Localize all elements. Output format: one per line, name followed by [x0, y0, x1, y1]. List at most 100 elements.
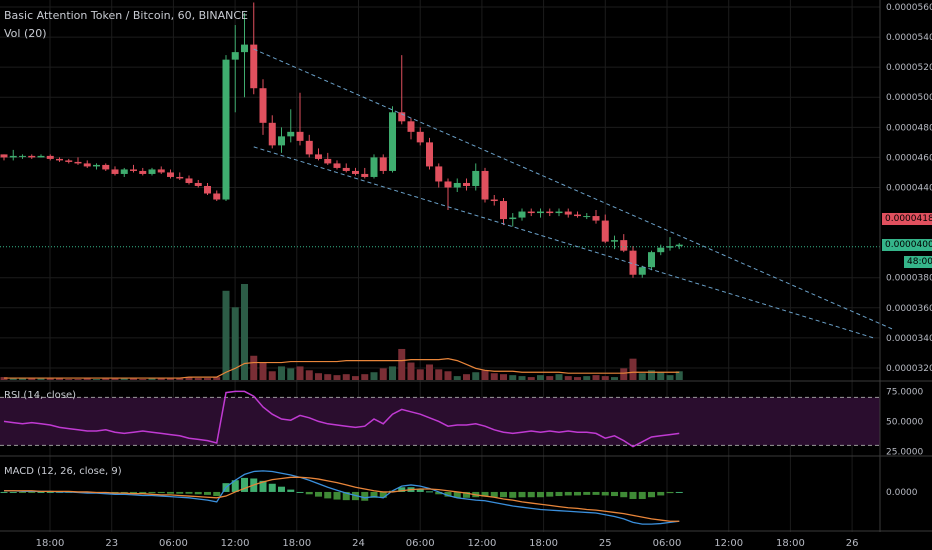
macd-histogram-bar	[453, 491, 461, 498]
volume-bar	[268, 371, 276, 380]
macd-histogram-bar	[130, 491, 137, 494]
macd-histogram-bar	[435, 491, 443, 495]
macd-histogram-bar	[666, 491, 674, 494]
price-tick-label: 0.00003200	[886, 364, 932, 374]
macd-histogram-bar	[629, 491, 637, 499]
macd-histogram-bar	[185, 491, 193, 494]
volume-bar	[583, 376, 591, 380]
candle	[37, 154, 45, 158]
time-tick-label: 06:00	[406, 538, 435, 549]
volume-bar	[416, 369, 424, 380]
candle	[176, 172, 184, 180]
volume-bar	[398, 348, 406, 380]
volume-layer	[0, 284, 683, 380]
candle	[46, 154, 54, 161]
volume-bar	[638, 373, 646, 380]
macd-histogram-bar	[46, 491, 54, 493]
macd-histogram-bar	[324, 491, 332, 499]
volume-bar	[648, 370, 655, 380]
candle	[546, 208, 554, 217]
candle-body	[509, 217, 517, 220]
candle	[509, 213, 517, 227]
volume-bar	[222, 290, 230, 380]
macd-histogram-bar	[176, 491, 184, 494]
volume-ma-line	[4, 358, 680, 379]
candle-body	[342, 167, 350, 171]
volume-bar	[370, 372, 378, 380]
macd-line	[4, 470, 680, 525]
candle	[472, 163, 480, 191]
volume-bar	[296, 366, 304, 380]
candle-body	[620, 240, 628, 251]
trendline-layer	[0, 48, 893, 339]
candle-body	[361, 173, 369, 177]
candle	[74, 157, 82, 165]
candle	[102, 163, 110, 171]
candle	[56, 157, 63, 162]
candle-body	[527, 211, 535, 214]
candle-body	[93, 164, 100, 167]
macd-histogram-bar	[620, 491, 628, 498]
candle	[268, 115, 276, 149]
candle-body	[176, 176, 184, 179]
candle	[213, 190, 221, 202]
candle	[583, 213, 591, 220]
volume-bar	[537, 375, 544, 380]
candle-body	[130, 169, 137, 171]
candle-body	[167, 172, 174, 177]
candle	[435, 163, 443, 188]
candle-body	[416, 131, 424, 143]
candle-body	[601, 220, 609, 242]
volume-bar	[490, 373, 498, 380]
macd-histogram-bar	[268, 483, 276, 492]
volume-bar	[204, 378, 211, 380]
candle-body	[231, 52, 239, 60]
candle-body	[9, 155, 17, 158]
candle	[148, 167, 156, 176]
volume-bar	[629, 358, 637, 380]
candle-body	[83, 163, 91, 167]
indicator-layer	[0, 390, 683, 525]
volume-bar	[435, 369, 443, 380]
macd-histogram-bar	[342, 491, 350, 501]
candle-body	[46, 155, 54, 159]
volume-bar	[157, 378, 165, 380]
candle	[648, 250, 655, 271]
candle-body	[56, 158, 63, 161]
candle	[333, 160, 341, 170]
candle-body	[194, 182, 202, 186]
macd-histogram-bar	[675, 491, 683, 493]
volume-bar	[555, 374, 563, 380]
candle	[342, 163, 350, 173]
candle-body	[305, 140, 313, 155]
macd-histogram-bar	[259, 480, 267, 492]
volume-bar	[278, 366, 285, 380]
candle	[537, 208, 544, 218]
candle-body	[222, 59, 230, 200]
time-tick-label: 18:00	[282, 538, 311, 549]
volume-bar	[148, 378, 156, 380]
macd-histogram-bar	[370, 491, 378, 498]
candle	[120, 167, 128, 177]
volume-bar	[389, 366, 396, 380]
time-tick-label: 06:00	[653, 538, 682, 549]
volume-bar	[546, 376, 554, 380]
candle-body	[241, 44, 248, 53]
candle-body	[102, 164, 110, 170]
volume-bar	[379, 368, 387, 380]
candle	[379, 154, 387, 174]
candle	[259, 79, 267, 135]
candle	[463, 178, 470, 191]
candle	[296, 92, 304, 146]
candle	[416, 127, 424, 146]
candle-body	[278, 136, 285, 146]
candle	[490, 195, 498, 206]
time-tick-label: 23	[105, 538, 118, 549]
candle	[370, 154, 378, 179]
candle-body	[638, 267, 646, 275]
